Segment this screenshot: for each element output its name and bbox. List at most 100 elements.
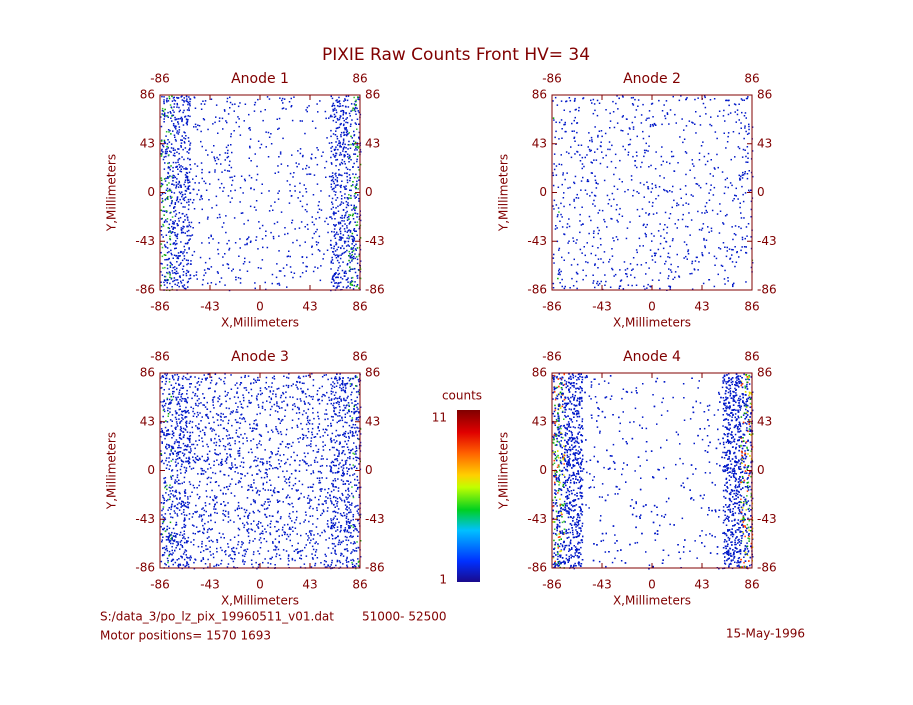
speckle [249,427,251,429]
speckle [270,205,272,207]
speckle [237,277,240,279]
speckle [260,444,262,446]
speckle [564,178,566,181]
speckle [183,490,186,493]
speckle [183,251,185,253]
speckle [162,236,164,238]
speckle [350,399,353,401]
speckle [248,174,251,177]
speckle [558,249,560,251]
speckle [217,242,220,244]
speckle [186,541,188,544]
speckle [260,504,263,506]
speckle [160,284,162,287]
speckle [336,231,338,234]
speckle [743,99,745,101]
speckle [605,154,607,157]
speckle [174,481,176,483]
speckle [612,100,614,103]
speckle [340,479,343,481]
speckle [618,97,620,99]
speckle [168,154,170,156]
speckle [169,540,171,542]
speckle [195,175,197,177]
speckle [178,418,180,420]
speckle [352,107,354,109]
speckle [325,428,327,431]
speckle [359,441,362,444]
speckle [183,284,186,286]
speckle [169,150,171,152]
speckle [171,420,173,422]
speckle [323,394,325,396]
speckle [187,103,189,106]
speckle [277,459,280,461]
speckle [304,511,307,513]
speckle [172,387,174,390]
speckle [234,103,236,105]
speckle [185,420,188,423]
speckle [596,148,599,150]
speckle [561,256,563,259]
speckle [331,97,334,100]
speckle [346,421,348,424]
speckle [180,165,182,167]
speckle [316,147,318,149]
speckle [299,148,302,150]
speckle [201,242,203,244]
speckle [206,495,208,498]
speckle [183,137,185,139]
speckle [632,104,635,106]
speckle [243,120,245,122]
speckle [266,475,268,478]
speckle [346,383,348,385]
speckle [305,469,308,471]
speckle [203,180,205,183]
speckle [342,377,344,379]
speckle [298,408,300,411]
speckle [185,467,188,469]
speckle [274,549,277,551]
x2-tick-label: -86 [542,72,562,86]
speckle [257,464,259,467]
speckle [724,246,726,248]
speckle [562,172,564,174]
speckle [348,404,350,406]
speckle [297,418,300,420]
speckle [313,174,316,176]
speckle [332,119,335,122]
speckle [342,234,345,236]
speckle [750,208,753,211]
speckle [558,121,561,124]
speckle [210,266,213,268]
speckle [163,115,166,118]
speckle [618,178,621,180]
speckle [243,555,246,557]
speckle [255,459,258,462]
speckle [646,223,648,226]
speckle [166,448,168,450]
speckle [337,233,339,236]
speckle [634,160,636,162]
speckle [336,471,338,474]
speckle [297,388,299,390]
speckle [217,178,220,181]
speckle [231,176,233,178]
speckle [181,166,184,168]
speckle [329,497,332,500]
speckle [179,408,181,410]
speckle [180,116,183,119]
speckle [174,268,176,271]
speckle [168,468,170,470]
speckle [343,156,346,158]
speckle [186,445,188,448]
speckle [344,99,347,101]
speckle [218,435,220,437]
speckle [737,146,740,148]
speckle [269,523,272,525]
speckle [339,384,341,386]
speckle [354,528,356,530]
speckle [281,534,283,537]
speckle [333,148,336,151]
speckle [184,409,186,412]
